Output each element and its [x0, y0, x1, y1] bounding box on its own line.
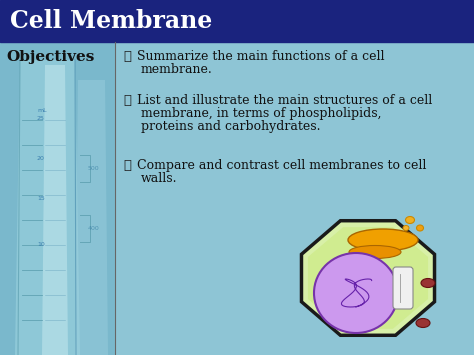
- Text: ✓: ✓: [123, 50, 131, 63]
- Text: Summarize the main functions of a cell: Summarize the main functions of a cell: [137, 50, 384, 63]
- Text: ✓: ✓: [123, 94, 131, 107]
- Polygon shape: [301, 221, 435, 335]
- Ellipse shape: [403, 225, 409, 230]
- Ellipse shape: [314, 253, 398, 333]
- Ellipse shape: [405, 217, 414, 224]
- Text: List and illustrate the main structures of a cell: List and illustrate the main structures …: [137, 94, 432, 107]
- Ellipse shape: [416, 318, 430, 328]
- Ellipse shape: [349, 246, 401, 258]
- Bar: [115, 42, 474, 355]
- Polygon shape: [308, 227, 428, 329]
- Ellipse shape: [421, 279, 435, 288]
- FancyBboxPatch shape: [393, 267, 413, 309]
- Bar: [0, 42, 474, 355]
- Polygon shape: [75, 80, 108, 355]
- Text: proteins and carbohydrates.: proteins and carbohydrates.: [141, 120, 320, 133]
- Text: 15: 15: [37, 196, 45, 201]
- Ellipse shape: [348, 229, 418, 251]
- Text: membrane, in terms of phospholipids,: membrane, in terms of phospholipids,: [141, 107, 382, 120]
- Text: Objectives: Objectives: [6, 50, 94, 64]
- Text: 10: 10: [37, 242, 45, 247]
- Bar: [0, 0, 474, 42]
- Text: membrane.: membrane.: [141, 63, 213, 76]
- Text: ✓: ✓: [123, 159, 131, 172]
- Polygon shape: [42, 65, 68, 355]
- Ellipse shape: [417, 225, 423, 231]
- Text: Compare and contrast cell membranes to cell: Compare and contrast cell membranes to c…: [137, 159, 427, 172]
- Text: 20: 20: [37, 155, 45, 160]
- Text: Cell Membrane: Cell Membrane: [10, 9, 212, 33]
- Text: mL: mL: [37, 108, 46, 113]
- Text: 400: 400: [88, 225, 100, 230]
- Text: walls.: walls.: [141, 172, 177, 185]
- Text: 500: 500: [88, 165, 100, 170]
- Text: 25: 25: [37, 115, 45, 120]
- Polygon shape: [15, 60, 80, 355]
